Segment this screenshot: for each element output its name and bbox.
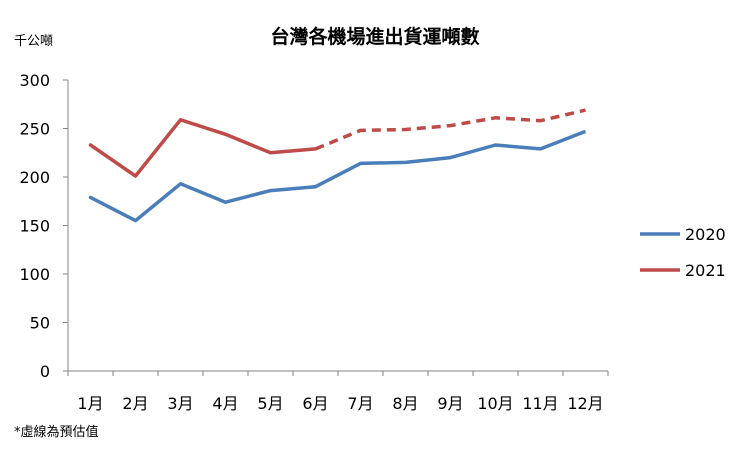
legend-label-2021: 2021	[685, 261, 726, 280]
x-tick-label: 9月	[437, 394, 463, 413]
y-tick-label: 50	[30, 314, 50, 333]
x-tick-label: 3月	[167, 394, 193, 413]
x-tick-label: 12月	[567, 394, 603, 413]
y-tick-label: 100	[19, 265, 50, 284]
legend: 2020 2021	[640, 225, 726, 280]
chart-title: 台灣各機場進出貨運噸數	[270, 25, 479, 48]
x-tick-label: 4月	[212, 394, 238, 413]
series-2020-estimated-line	[314, 129, 587, 189]
x-tick-label: 11月	[522, 394, 558, 413]
y-tick-label: 0	[40, 362, 50, 381]
x-tick-label: 7月	[347, 394, 373, 413]
x-tick-label: 2月	[122, 394, 148, 413]
series-2021-estimated-line	[314, 108, 586, 151]
x-tick-label: 8月	[392, 394, 418, 413]
x-tick-label: 1月	[77, 394, 103, 413]
legend-label-2020: 2020	[685, 225, 726, 244]
unit-label: 千公噸	[14, 34, 53, 49]
y-tick-label: 250	[19, 120, 50, 139]
series-2020-actual-line	[88, 182, 318, 223]
y-tick-label: 300	[19, 71, 50, 90]
y-tick-label: 150	[19, 217, 50, 236]
y-tick-label: 200	[19, 168, 50, 187]
series-2021-actual-line	[88, 118, 318, 178]
x-tick-label: 6月	[302, 394, 328, 413]
x-tick-label: 10月	[477, 394, 513, 413]
axes: 0 50 100 150 200 250 300 1月 2月 3月 4月 5月 6月 7月 8月 9月 10月 1…	[19, 71, 609, 413]
series-lines	[88, 108, 587, 223]
estimate-note: *虛線為預估值	[14, 424, 99, 440]
x-tick-label: 5月	[257, 394, 283, 413]
